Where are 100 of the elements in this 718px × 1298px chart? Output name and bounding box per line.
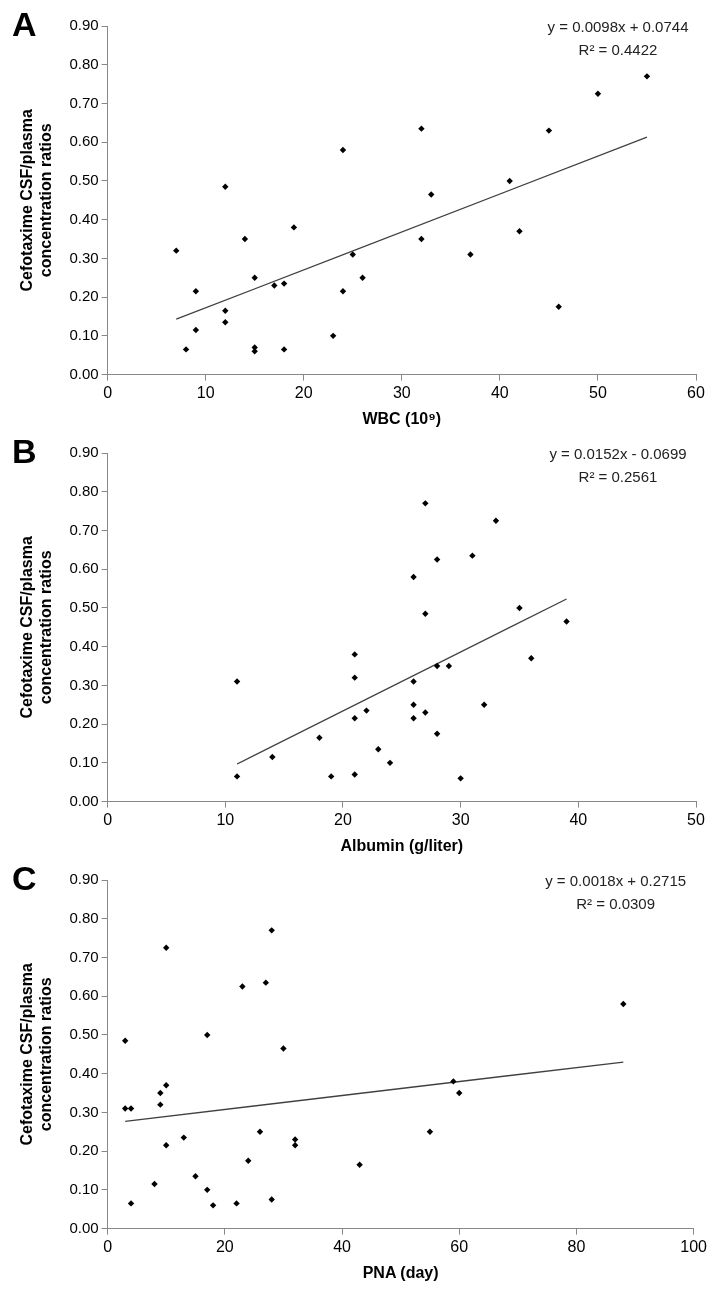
point bbox=[222, 319, 229, 326]
point bbox=[410, 701, 417, 708]
point bbox=[351, 651, 358, 658]
chart-title: C bbox=[12, 859, 37, 898]
y-tick-label: 0.60 bbox=[69, 559, 99, 577]
point bbox=[280, 1045, 287, 1052]
y-tick-label: 0.00 bbox=[69, 364, 99, 382]
y-axis-title: Cefotaxime CSF/plasma concentration ratios bbox=[18, 963, 55, 1146]
point bbox=[349, 251, 356, 258]
y-tick-label: 0.80 bbox=[69, 481, 99, 499]
point bbox=[204, 1031, 211, 1039]
x-tick-label: 0 bbox=[103, 383, 113, 401]
point bbox=[492, 517, 500, 524]
point bbox=[121, 1037, 129, 1044]
x-tick-label: 10 bbox=[196, 383, 215, 401]
point bbox=[268, 927, 275, 934]
point bbox=[467, 251, 474, 258]
point bbox=[241, 235, 249, 243]
point bbox=[386, 759, 394, 767]
y-tick-label: 0.00 bbox=[69, 1218, 99, 1236]
x-tick-label: 40 bbox=[569, 810, 588, 828]
point bbox=[280, 280, 288, 287]
point bbox=[450, 1078, 457, 1085]
point bbox=[422, 500, 429, 507]
x-tick-label: 0 bbox=[103, 810, 113, 828]
point bbox=[163, 944, 170, 951]
y-axis-title: Cefotaxime CSF/plasma concentration ratios bbox=[18, 109, 55, 292]
point bbox=[151, 1180, 158, 1188]
annotation: y = 0.0152x - 0.0699 bbox=[549, 445, 687, 463]
point bbox=[121, 1105, 129, 1112]
point bbox=[410, 678, 417, 685]
point bbox=[329, 332, 337, 340]
annotation: R² = 0.2561 bbox=[578, 468, 658, 486]
point bbox=[356, 1161, 363, 1168]
point bbox=[192, 1173, 199, 1180]
point bbox=[163, 1082, 170, 1089]
point bbox=[251, 348, 258, 355]
x-tick-label: 20 bbox=[334, 810, 352, 828]
chart-title: A bbox=[12, 5, 37, 44]
y-tick-label: 0.90 bbox=[69, 443, 99, 461]
y-tick-label: 0.80 bbox=[69, 54, 99, 72]
point bbox=[445, 662, 453, 670]
point bbox=[251, 274, 258, 281]
point bbox=[563, 618, 570, 625]
point bbox=[363, 707, 370, 714]
point bbox=[127, 1200, 135, 1207]
y-tick-label: 0.90 bbox=[69, 870, 99, 888]
point bbox=[233, 773, 241, 780]
y-tick-label: 0.70 bbox=[69, 947, 99, 965]
point bbox=[375, 746, 382, 753]
point bbox=[327, 773, 335, 780]
point bbox=[433, 556, 441, 563]
point bbox=[291, 1136, 299, 1143]
point bbox=[290, 224, 298, 231]
point bbox=[643, 73, 651, 80]
point bbox=[555, 303, 562, 311]
point bbox=[410, 573, 417, 581]
y-tick-label: 0.50 bbox=[69, 598, 99, 616]
point bbox=[456, 1089, 463, 1097]
point bbox=[222, 183, 229, 190]
x-tick-label: 10 bbox=[216, 810, 235, 828]
y-tick-label: 0.00 bbox=[69, 791, 99, 809]
y-tick-label: 0.40 bbox=[69, 1063, 99, 1081]
point bbox=[256, 1128, 264, 1135]
y-tick-label: 0.50 bbox=[69, 171, 99, 189]
point bbox=[422, 709, 429, 716]
point bbox=[268, 1196, 275, 1203]
point bbox=[180, 1134, 187, 1141]
annotation: y = 0.0098x + 0.0744 bbox=[547, 18, 689, 36]
annotation: R² = 0.0309 bbox=[576, 895, 656, 913]
point bbox=[433, 730, 441, 738]
point bbox=[233, 1200, 240, 1207]
y-tick-label: 0.10 bbox=[69, 1180, 99, 1198]
y-tick-label: 0.20 bbox=[69, 714, 99, 732]
point bbox=[410, 715, 417, 722]
point bbox=[262, 979, 270, 986]
y-tick-label: 0.40 bbox=[69, 209, 99, 227]
point bbox=[157, 1089, 164, 1097]
point bbox=[339, 146, 347, 154]
point bbox=[480, 701, 488, 708]
y-tick-label: 0.20 bbox=[69, 1141, 99, 1159]
x-tick-label: 40 bbox=[490, 383, 509, 401]
y-tick-label: 0.50 bbox=[69, 1025, 99, 1043]
y-tick-label: 0.70 bbox=[69, 520, 99, 538]
point bbox=[245, 1157, 252, 1165]
point bbox=[222, 307, 229, 314]
annotation: R² = 0.4422 bbox=[578, 41, 658, 59]
x-tick-label: 40 bbox=[333, 1237, 352, 1255]
point bbox=[620, 1000, 627, 1008]
point bbox=[163, 1142, 170, 1149]
point bbox=[157, 1101, 164, 1108]
x-tick-label: 60 bbox=[687, 383, 705, 401]
point bbox=[239, 983, 246, 990]
point bbox=[516, 604, 523, 612]
point bbox=[127, 1105, 135, 1112]
point bbox=[359, 274, 366, 281]
x-tick-label: 50 bbox=[687, 810, 705, 828]
point bbox=[280, 346, 288, 353]
point bbox=[594, 90, 602, 97]
point bbox=[192, 326, 200, 334]
